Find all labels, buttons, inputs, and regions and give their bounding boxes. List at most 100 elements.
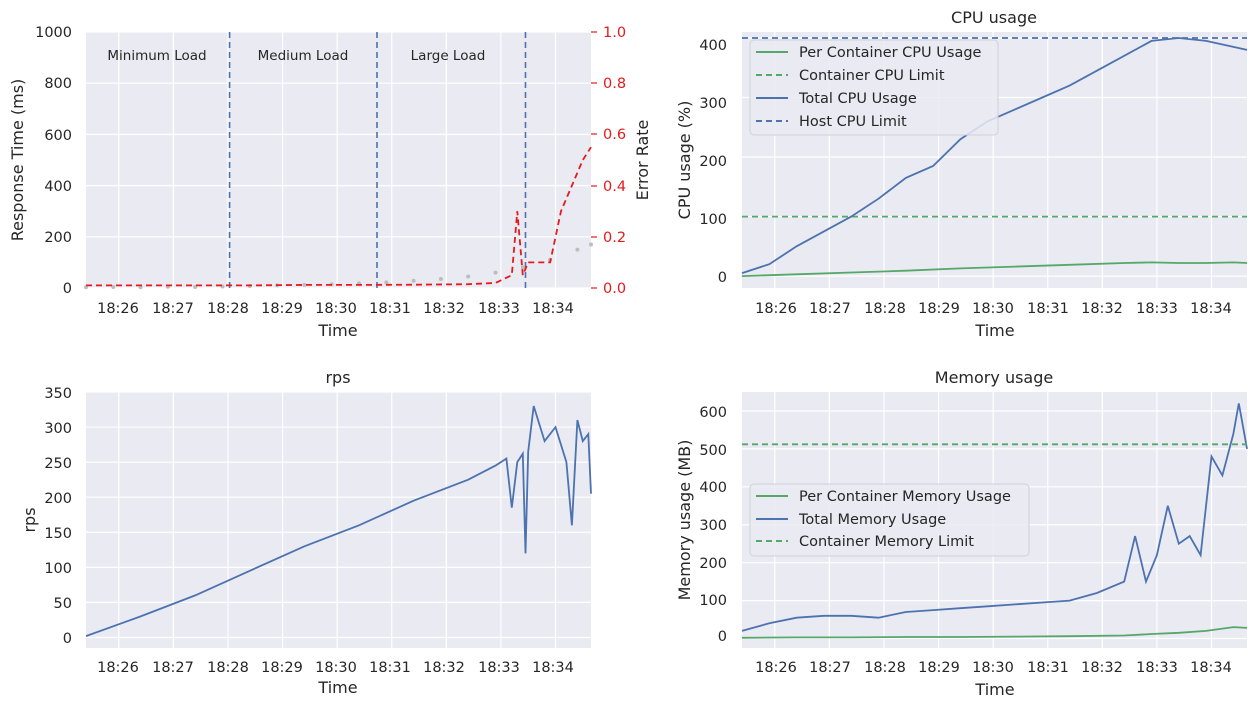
response-point [520,265,525,270]
y-tick-label: 1000 [35,25,72,41]
x-tick-label: 18:32 [423,301,465,317]
y-tick-label: 300 [699,96,727,112]
data-marks [741,37,1248,277]
response-point [466,274,471,279]
phase-label: Large Load [411,48,486,64]
y-tick-label: 100 [44,561,72,577]
data-marks [85,405,592,637]
y-tick-labels: 0 100 200 300 400 [699,38,727,286]
x-tick-label: 18:34 [1190,301,1232,317]
y-tick-label: 0 [63,281,72,297]
y-tick-label: 200 [699,556,727,572]
data-marks [84,146,593,290]
y-tick-label: 600 [699,405,727,421]
legend-entry: Total Memory Usage [798,512,946,528]
response-point [111,285,116,289]
total-memory-line [741,403,1248,632]
x-tick-label: 18:34 [532,301,574,317]
x-tick-label: 18:33 [478,301,520,317]
legend: Per Container CPU Usage Container CPU Li… [749,39,999,136]
x-tick-label: 18:32 [1081,301,1123,317]
y2-tick-label: 0.4 [603,179,626,195]
legend: Per Container Memory Usage Total Memory … [749,483,1030,557]
y-axis-label: Memory usage (MB) [675,440,694,601]
legend-box [749,483,1030,557]
x-tick-label: 18:34 [532,660,574,676]
y-tick-labels: 0 50 100 150 200 250 300 350 [44,386,72,647]
x-tick-label: 18:26 [97,301,139,317]
x-tick-label: 18:31 [1027,301,1069,317]
x-tick-label: 18:28 [864,301,906,317]
x-tick-label: 18:32 [423,660,465,676]
legend-entry: Per Container Memory Usage [799,489,1011,505]
chart-response: 18:26 18:27 18:28 18:29 18:30 18:31 18:3… [8,25,652,340]
response-point [411,278,416,283]
chart-title: CPU usage [951,8,1037,27]
y-tick-label: 200 [699,154,727,170]
phase-label: Minimum Load [107,48,206,64]
legend-entry: Host CPU Limit [799,114,907,130]
x-tick-label: 18:33 [1136,660,1178,676]
y-tick-label: 0 [63,631,72,647]
response-point [589,242,593,247]
legend-entry: Per Container CPU Usage [799,45,982,61]
x-tick-label: 18:29 [918,301,960,317]
data-marks [741,403,1248,639]
y-tick-label: 300 [44,421,72,437]
x-tick-labels: 18:26 18:27 18:28 18:29 18:30 18:31 18:3… [97,660,574,676]
chart-title: rps [325,368,350,387]
y2-tick-label: 1.0 [603,25,626,41]
y-tick-label: 100 [699,212,727,228]
x-tick-labels: 18:26 18:27 18:28 18:29 18:30 18:31 18:3… [755,301,1232,317]
y-tick-label: 600 [44,128,72,144]
x-tick-label: 18:28 [207,660,249,676]
response-point [384,280,389,285]
legend-entry: Container CPU Limit [799,68,945,84]
y-axis-label: CPU usage (%) [675,101,694,220]
x-tick-label: 18:26 [755,660,797,676]
x-axis-label: Time [317,321,357,340]
response-point [493,270,498,275]
response-point [575,247,580,252]
x-tick-label: 18:29 [918,660,960,676]
x-tick-labels: 18:26 18:27 18:28 18:29 18:30 18:31 18:3… [97,301,574,317]
chart-rps: rps 18:26 18:27 18:28 18:29 18:30 18:31 … [20,368,592,697]
y2-tick-label: 0.2 [603,230,626,246]
phase-label: Medium Load [258,48,349,64]
y2-tick-labels: 0.0 0.2 0.4 0.6 0.8 1.0 [591,25,626,297]
y2-tick-label: 0.6 [603,127,626,143]
phase-boundaries [228,32,527,288]
y2-tick-label: 0.0 [603,281,626,297]
x-tick-label: 18:26 [755,301,797,317]
x-tick-label: 18:28 [864,660,906,676]
x-tick-label: 18:26 [97,660,139,676]
x-tick-label: 18:31 [369,660,411,676]
rps-line [85,405,592,637]
y-tick-label: 0 [718,270,727,286]
x-tick-label: 18:27 [809,301,851,317]
chart-title: Memory usage [935,368,1053,387]
x-tick-label: 18:29 [261,301,303,317]
legend-box [749,39,999,136]
x-tick-label: 18:31 [1027,660,1069,676]
x-axis-label: Time [974,680,1014,699]
per-container-memory-line [741,626,1248,639]
x-tick-label: 18:31 [369,301,411,317]
y-tick-label: 500 [699,443,727,459]
legend-entry: Container Memory Limit [799,534,974,550]
y-tick-label: 150 [44,526,72,542]
response-point [302,282,307,287]
y-tick-label: 250 [44,456,72,472]
x-axis-label: Time [974,321,1014,340]
x-tick-label: 18:33 [1136,301,1178,317]
per-container-cpu-line [741,261,1248,277]
x-tick-labels: 18:26 18:27 18:28 18:29 18:30 18:31 18:3… [755,660,1232,676]
y-tick-label: 300 [699,518,727,534]
y-tick-label: 0 [718,629,727,645]
x-tick-label: 18:30 [972,301,1014,317]
y-axis-label: Response Time (ms) [8,79,27,242]
chart-memory: Memory usage 18:26 18:27 18:28 18:29 18:… [675,368,1248,699]
y-tick-label: 400 [699,38,727,54]
gridlines [86,391,591,648]
